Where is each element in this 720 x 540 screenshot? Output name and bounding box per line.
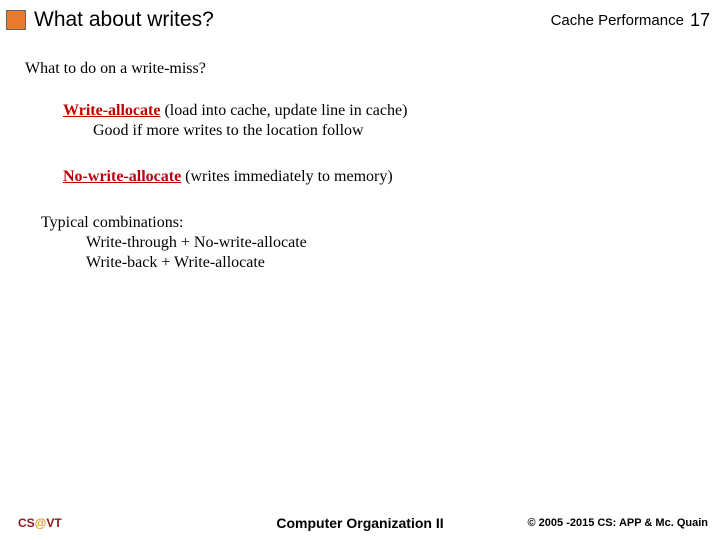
slide-footer: CS@VT Computer Organization II © 2005 -2… (0, 516, 720, 530)
bullet-title-1: Write-allocate (load into cache, update … (63, 102, 695, 120)
term-1: Write-allocate (63, 102, 160, 119)
footer-center: Computer Organization II (276, 515, 443, 531)
footer-right: © 2005 -2015 CS: APP & Mc. Quain (527, 517, 708, 529)
slide-header: What about writes? Cache Performance 17 (0, 0, 720, 38)
bullet-block-2: No-write-allocate (writes immediately to… (63, 168, 695, 186)
footer-left: CS@VT (18, 516, 62, 530)
sub-line-1: Good if more writes to the location foll… (93, 122, 695, 140)
combo-heading: Typical combinations: (41, 214, 695, 232)
slide-title: What about writes? (34, 8, 551, 32)
page-number: 17 (690, 10, 710, 31)
combo-block: Typical combinations: Write-through + No… (41, 214, 695, 272)
combo-line-1: Write-through + No-write-allocate (86, 234, 695, 252)
section-heading: What to do on a write-miss? (25, 60, 695, 78)
footer-cs: CS (18, 516, 35, 530)
accent-box (6, 10, 26, 30)
bullet-title-2: No-write-allocate (writes immediately to… (63, 168, 695, 186)
bullet-block-1: Write-allocate (load into cache, update … (63, 102, 695, 140)
footer-at: @ (35, 516, 47, 530)
desc-2: (writes immediately to memory) (181, 168, 393, 185)
term-2: No-write-allocate (63, 168, 181, 185)
topic-label: Cache Performance (551, 12, 684, 29)
footer-vt: VT (46, 516, 61, 530)
slide-content: What to do on a write-miss? Write-alloca… (0, 38, 720, 272)
desc-1: (load into cache, update line in cache) (160, 102, 407, 119)
combo-line-2: Write-back + Write-allocate (86, 254, 695, 272)
